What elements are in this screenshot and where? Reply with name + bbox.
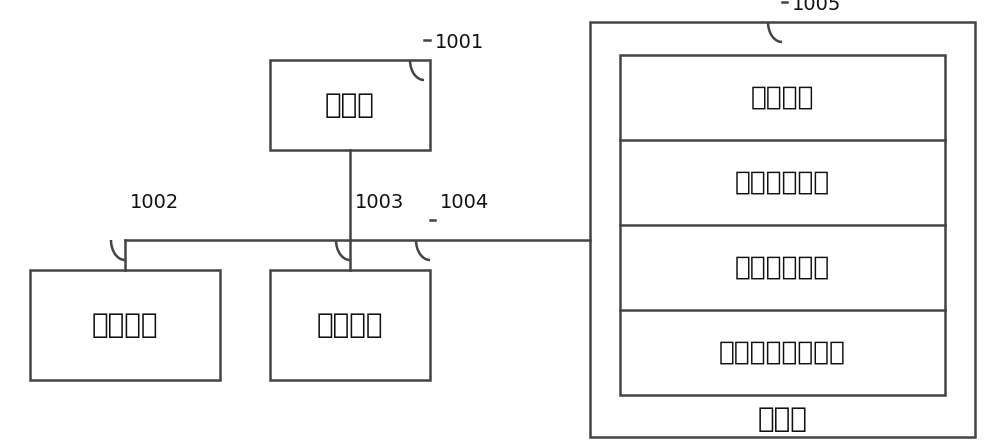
Text: 1004: 1004 [440,193,489,211]
Text: 1002: 1002 [130,193,179,211]
Bar [270,60,430,150]
Text: 网络通信模块: 网络通信模块 [735,169,830,195]
Bar [620,55,945,395]
Bar [30,270,220,380]
Text: 1001: 1001 [435,33,484,52]
Text: 1003: 1003 [355,193,404,211]
Bar [270,270,430,380]
Text: 用户接口模块: 用户接口模块 [735,254,830,280]
Text: 机械车库救援程序: 机械车库救援程序 [719,340,846,366]
Text: 用户接口: 用户接口 [92,311,158,339]
Text: 1005: 1005 [792,0,841,13]
Text: 处理器: 处理器 [325,91,375,119]
Text: 存储器: 存储器 [758,405,807,433]
Text: 网络接口: 网络接口 [317,311,383,339]
Text: 操作系统: 操作系统 [751,85,814,111]
Bar [590,22,975,437]
